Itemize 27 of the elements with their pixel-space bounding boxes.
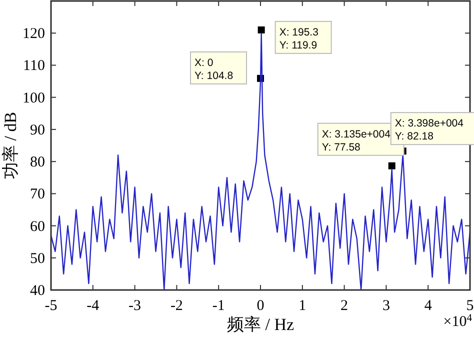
- x-tick-label: 0: [256, 298, 264, 314]
- annotation: X: 0 Y: 104.8: [194, 56, 234, 82]
- x-tick-label: -4: [86, 298, 100, 314]
- x-tick-label: -2: [170, 298, 183, 314]
- x-tick-label: 3: [382, 298, 390, 314]
- y-tick-label: 90: [30, 122, 45, 138]
- annotation: X: 195.3 Y: 119.9: [279, 26, 319, 52]
- annotation: X: 3.398e+004 Y: 82.18: [394, 118, 464, 143]
- y-tick-label: 110: [23, 58, 45, 74]
- y-tick-label: 50: [30, 250, 45, 267]
- y-tick-label: 40: [30, 283, 45, 299]
- text: ×10$^{4}$: [443, 312, 473, 330]
- y-axis-title: 功率 / dB: [1, 112, 20, 180]
- x-tick-label: 5: [466, 298, 474, 314]
- x-tick-label: -1: [212, 298, 225, 314]
- x-tick-label: -5: [44, 298, 58, 314]
- y-tick-label: 120: [22, 26, 45, 42]
- y-tick-label: 70: [30, 186, 45, 203]
- y-tick-label: 60: [30, 218, 45, 235]
- y-tick-label: 80: [30, 154, 45, 171]
- annotation: X: 3.135e+004 Y: 77.58: [322, 128, 391, 154]
- y-tick-label: 100: [22, 90, 45, 106]
- x-tick-label: 1: [298, 298, 306, 314]
- x-tick-label: 4: [424, 298, 432, 314]
- x-tick-label: -3: [128, 298, 142, 314]
- x-axis-title: 频率 / Hz: [226, 315, 294, 334]
- x-tick-label: 2: [340, 298, 348, 314]
